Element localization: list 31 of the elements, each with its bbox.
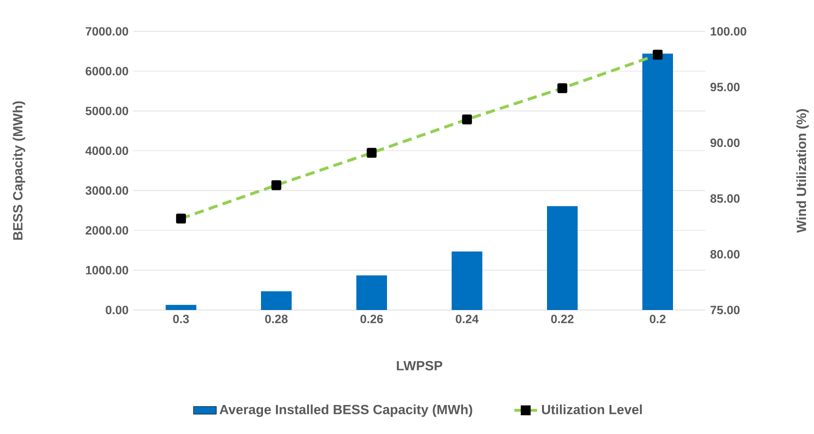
y-tick-label: 5000.00 <box>86 106 128 116</box>
y-tick-label: 1000.00 <box>86 266 128 274</box>
y2-tick-label: 85.00 <box>710 194 740 203</box>
y-tick-label: 2000.00 <box>86 226 128 235</box>
y2-tick-label: 90.00 <box>710 138 740 148</box>
y-tick-label: 6000.00 <box>86 66 128 76</box>
y2-tick-label: 75.00 <box>710 306 740 314</box>
x-tick-label: 0.24 <box>456 314 479 324</box>
y-tick-label: 4000.00 <box>85 146 128 156</box>
y-axis-title: BESS Capacity (MWh) <box>12 101 26 240</box>
legend-label: Utilization Level <box>542 404 642 414</box>
bar <box>642 54 673 310</box>
x-tick-label: 0.3 <box>173 314 189 324</box>
y2-tick-label: 95.00 <box>710 82 740 92</box>
x-tick-label: 0.26 <box>360 314 383 324</box>
x-tick-label: 0.2 <box>650 314 666 324</box>
x-axis-title: LWPSP <box>396 361 442 370</box>
y2-tick-label: 80.00 <box>710 250 740 259</box>
bar <box>166 304 196 310</box>
y-tick-label: 7000.00 <box>86 27 128 36</box>
bar <box>261 291 292 310</box>
y2-tick-label: 100.00 <box>710 27 746 36</box>
x-tick-label: 0.22 <box>551 314 574 324</box>
y-tick-label: 3000.00 <box>86 186 128 195</box>
bar <box>547 206 578 310</box>
x-tick-label: 0.28 <box>265 314 288 324</box>
bar <box>356 275 388 310</box>
bar <box>452 251 482 310</box>
legend-label: Average Installed BESS Capacity (MWh) <box>220 404 472 417</box>
y-tick-label: 0.00 <box>106 306 128 314</box>
y2-axis-title: Wind Utilization (%) <box>796 109 809 233</box>
